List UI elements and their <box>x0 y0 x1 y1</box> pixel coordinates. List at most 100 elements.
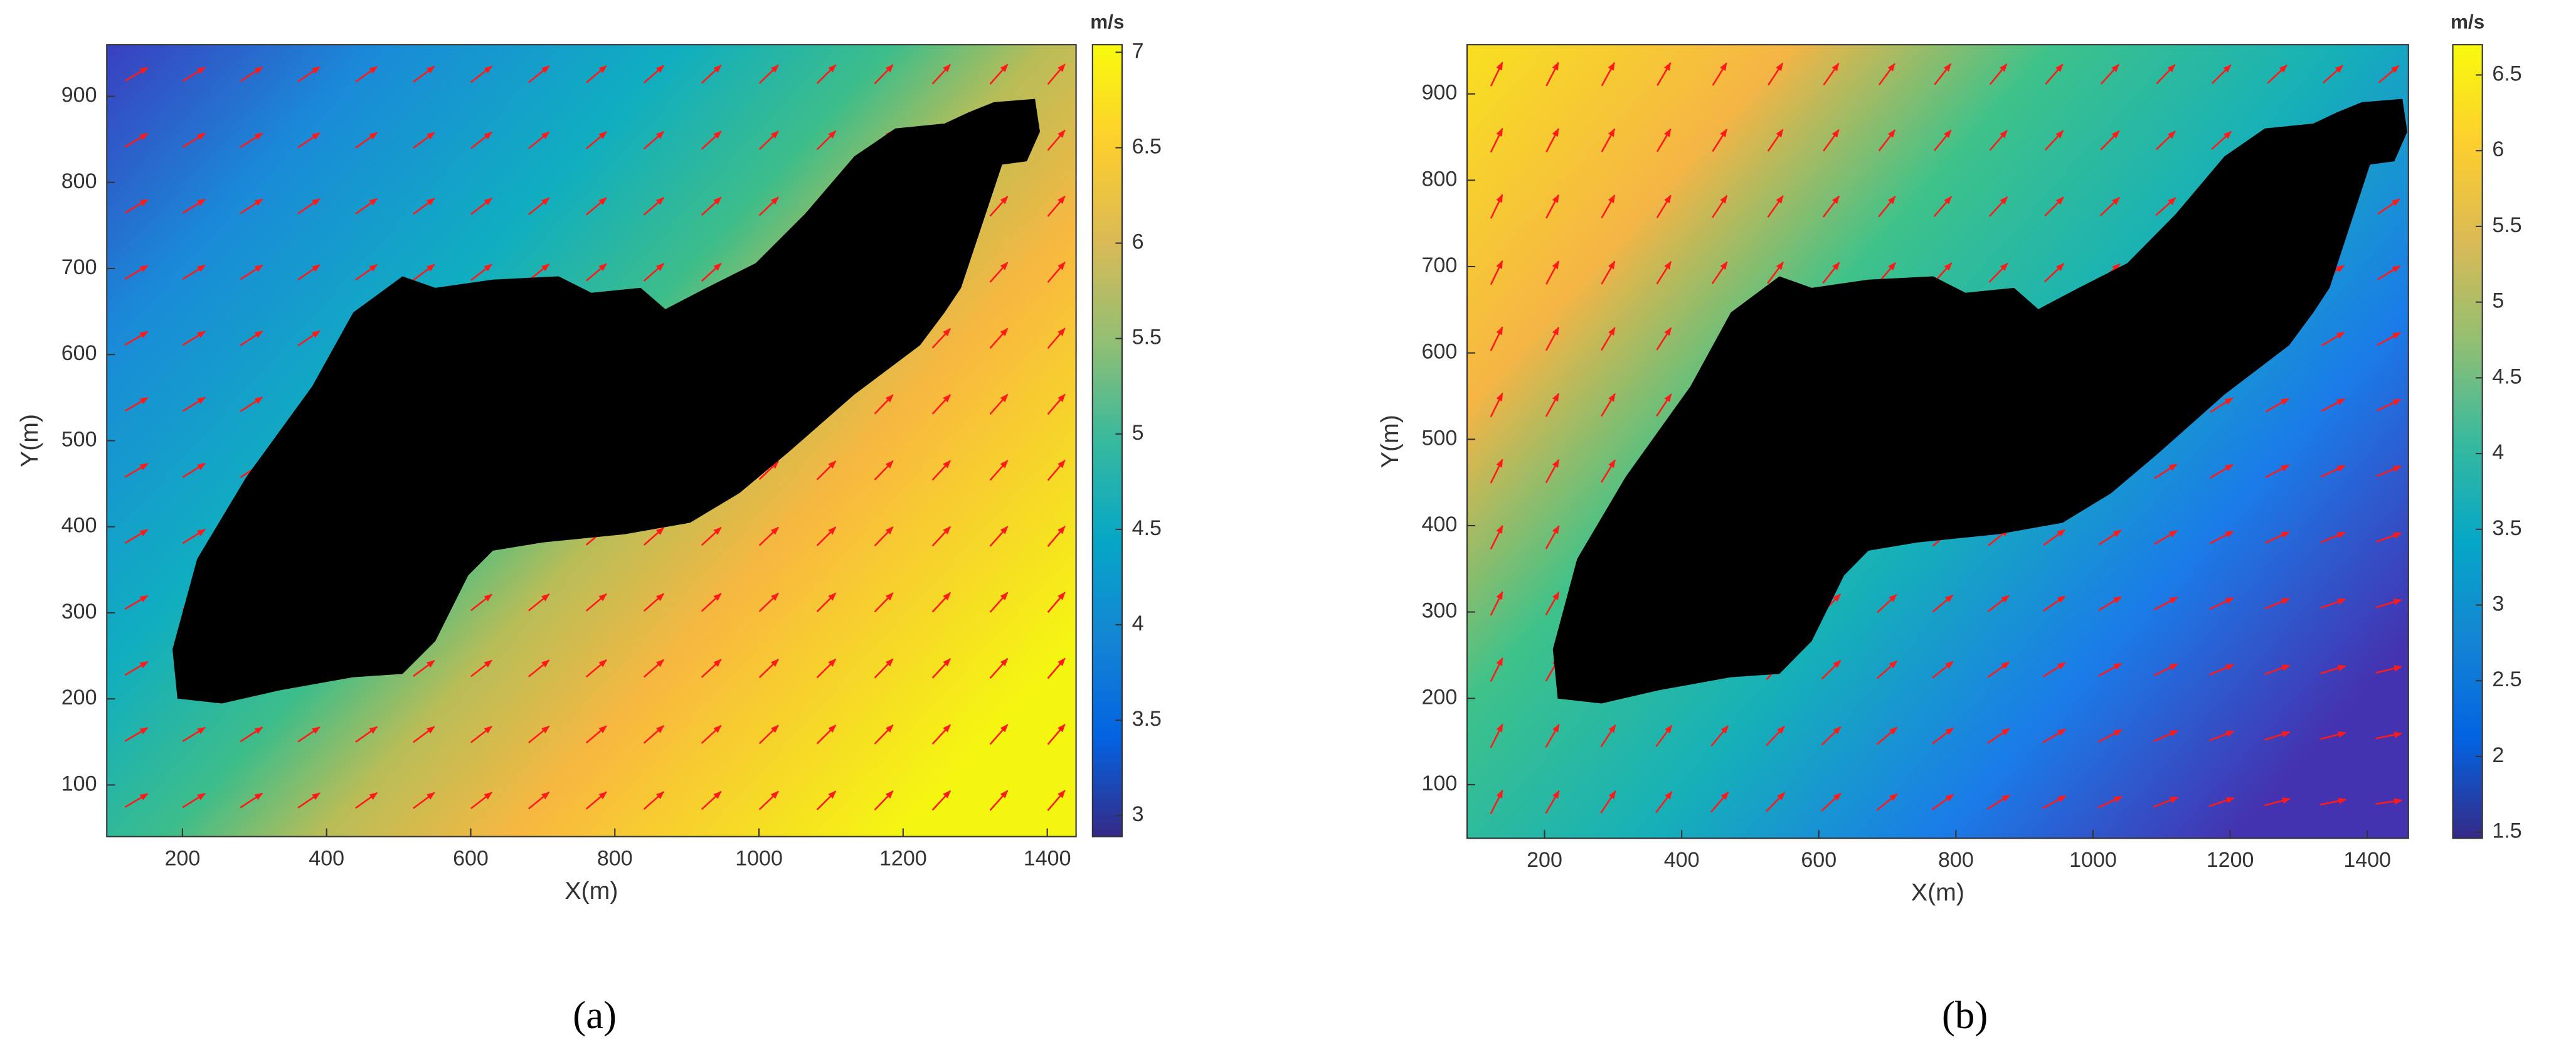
x-tick-label: 400 <box>309 846 344 870</box>
wind-arrow <box>758 130 779 151</box>
colorbar-tick-label: 2.5 <box>2492 667 2521 691</box>
x-axis-label: X(m) <box>1911 879 1964 906</box>
x-tick-label: 200 <box>164 846 200 870</box>
wind-arrow <box>240 66 263 82</box>
colorbar-label: m/s <box>1090 11 1124 33</box>
wind-arrow <box>1490 591 1503 616</box>
wind-arrow <box>1047 790 1066 811</box>
y-tick-label: 900 <box>61 83 97 107</box>
wind-arrow <box>2043 263 2065 283</box>
panel-caption: (a) <box>573 993 617 1037</box>
colorbar-tick-label: 3 <box>2492 592 2504 615</box>
wind-arrow <box>643 725 665 744</box>
wind-arrow <box>1545 326 1560 351</box>
wind-arrow <box>585 593 607 612</box>
wind-arrow <box>2154 529 2178 545</box>
wind-arrow <box>2375 798 2403 805</box>
wind-arrow <box>182 66 206 82</box>
y-tick-label: 700 <box>1421 253 1457 277</box>
wind-arrow <box>816 64 837 85</box>
y-tick-label: 400 <box>61 514 97 538</box>
wind-arrow <box>2042 595 2066 612</box>
wind-arrow <box>1601 194 1616 219</box>
wind-arrow <box>2153 796 2179 808</box>
wind-arrow <box>2098 662 2123 677</box>
wind-arrow <box>931 790 951 811</box>
wind-arrow <box>1545 260 1560 285</box>
x-tick-label: 200 <box>1527 848 1562 872</box>
wind-arrow <box>1656 128 1672 152</box>
wind-arrow <box>2043 529 2066 546</box>
wind-arrow <box>989 526 1009 547</box>
wind-arrow <box>2098 529 2122 546</box>
wind-arrow <box>1490 524 1503 550</box>
wind-arrow <box>2155 197 2176 216</box>
wind-arrow <box>989 657 1009 679</box>
wind-arrow <box>643 130 665 150</box>
wind-arrow <box>413 660 435 677</box>
wind-arrow <box>643 791 665 810</box>
y-tick-label: 300 <box>61 600 97 624</box>
wind-arrow <box>355 198 378 215</box>
wind-arrow <box>1600 724 1616 748</box>
wind-arrow <box>470 263 493 281</box>
colorbar-tick-label: 4.5 <box>1132 516 1162 540</box>
wind-arrow <box>527 197 550 216</box>
x-tick-label: 800 <box>597 846 633 870</box>
wind-arrow <box>1932 594 1954 613</box>
wind-arrow <box>643 527 665 546</box>
colorbar-label: m/s <box>2451 11 2484 33</box>
colorbar-tick-label: 3.5 <box>2492 516 2521 540</box>
wind-arrow <box>2044 196 2064 217</box>
y-tick-label: 400 <box>1421 512 1457 536</box>
wind-arrow <box>124 595 149 610</box>
wind-arrow <box>2208 797 2235 807</box>
wind-arrow <box>931 327 951 349</box>
wind-arrow <box>931 592 951 613</box>
colorbar-tick-label: 4 <box>1132 612 1144 635</box>
wind-arrow <box>2209 464 2234 479</box>
wind-arrow <box>1822 195 1840 218</box>
wind-arrow <box>527 659 550 677</box>
y-tick-label: 600 <box>1421 340 1457 364</box>
wind-arrow <box>2042 795 2067 809</box>
wind-arrow <box>931 658 951 679</box>
wind-arrow <box>585 263 607 282</box>
x-tick-label: 600 <box>1801 848 1837 872</box>
wind-arrow <box>1655 725 1673 747</box>
wind-arrow <box>1490 459 1503 484</box>
wind-arrow <box>527 725 550 743</box>
wind-arrow <box>2377 198 2400 215</box>
wind-arrow <box>1821 660 1842 680</box>
wind-arrow <box>297 792 321 809</box>
wind-arrow <box>874 526 894 547</box>
y-tick-label: 300 <box>1421 599 1457 623</box>
colorbar <box>2452 44 2483 839</box>
wind-arrow <box>182 528 206 544</box>
wind-arrow <box>297 198 321 215</box>
wind-arrow <box>816 592 837 613</box>
wind-arrow <box>585 197 607 216</box>
wind-arrow <box>2265 531 2290 544</box>
wind-arrow <box>758 64 779 84</box>
wind-arrow <box>240 264 263 280</box>
wind-arrow <box>758 725 779 745</box>
wind-arrow <box>527 791 550 810</box>
y-tick-label: 500 <box>61 427 97 451</box>
y-tick-label: 600 <box>61 341 97 365</box>
wind-arrow <box>874 724 894 745</box>
wind-arrow <box>2264 664 2291 676</box>
colorbar-tick-label: 2 <box>2492 743 2504 767</box>
wind-arrow <box>2319 731 2347 740</box>
colorbar-tick-label: 7 <box>1132 39 1144 63</box>
x-tick-label: 1200 <box>879 846 927 870</box>
wind-arrow <box>1490 326 1503 351</box>
wind-arrow <box>2267 65 2287 84</box>
wind-arrow <box>240 792 263 809</box>
wind-arrow <box>470 593 493 612</box>
y-tick-label: 500 <box>1421 426 1457 450</box>
wind-arrow <box>643 593 665 612</box>
wind-arrow <box>470 659 493 677</box>
wind-arrow <box>1601 61 1616 87</box>
wind-arrow <box>355 792 378 809</box>
